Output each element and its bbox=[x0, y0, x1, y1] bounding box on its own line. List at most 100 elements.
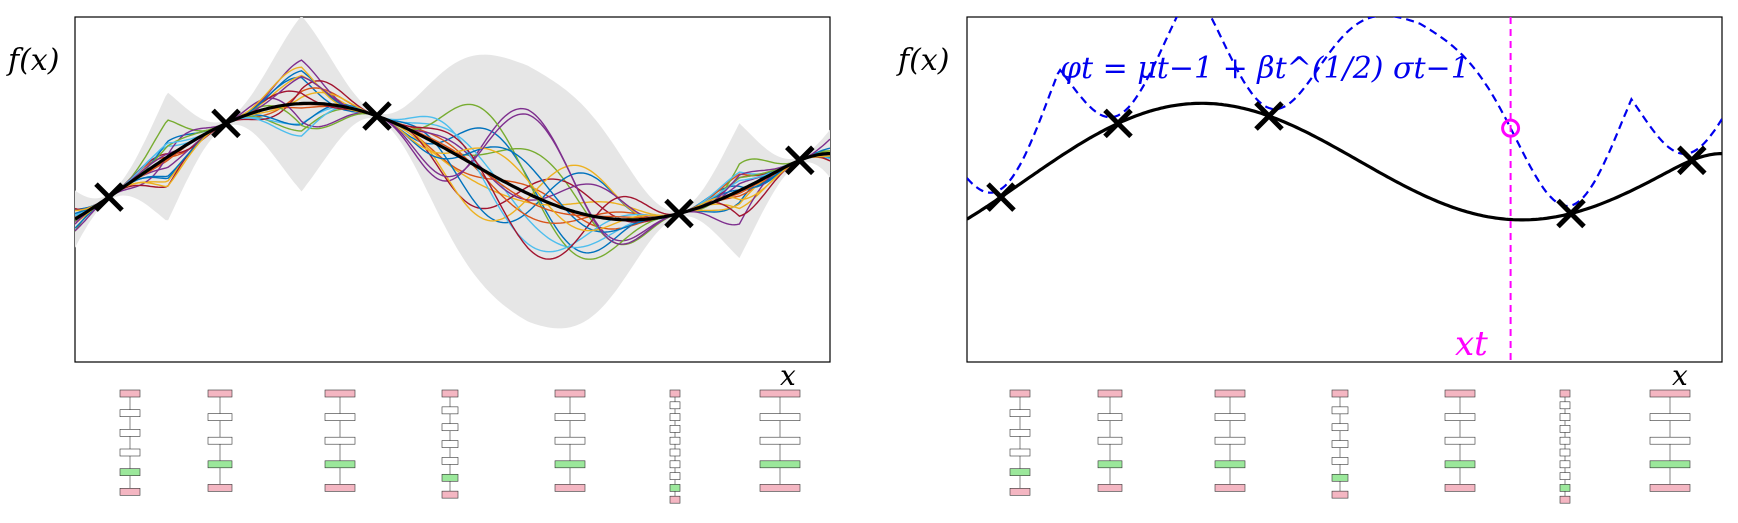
network-node bbox=[1214, 484, 1246, 492]
network-node bbox=[669, 448, 681, 457]
network-node bbox=[324, 460, 356, 469]
right-plot-frame bbox=[966, 16, 1723, 363]
network-node bbox=[441, 457, 459, 465]
network-node bbox=[1214, 389, 1246, 398]
left-true-function-line bbox=[75, 101, 830, 222]
observation-marker bbox=[1556, 198, 1586, 229]
observation-marker bbox=[211, 108, 241, 139]
network-node bbox=[1649, 413, 1691, 421]
network-node bbox=[1649, 460, 1691, 469]
right-acquisition-curve bbox=[967, 17, 1722, 208]
observation-marker bbox=[986, 182, 1016, 212]
network-node bbox=[324, 484, 356, 492]
network-node bbox=[207, 436, 233, 445]
network-node bbox=[1009, 409, 1031, 417]
network-node bbox=[119, 448, 141, 457]
network-node bbox=[669, 495, 681, 504]
network-node bbox=[441, 423, 459, 432]
network-node bbox=[759, 460, 801, 469]
network-node bbox=[554, 436, 586, 445]
left-y-axis-label: f(x) bbox=[6, 43, 59, 78]
network-node bbox=[441, 389, 459, 398]
network-node bbox=[1331, 490, 1349, 499]
right-x-axis-label: x bbox=[1672, 359, 1688, 392]
network-node bbox=[1331, 423, 1349, 432]
network-node bbox=[1331, 389, 1349, 398]
network-node bbox=[554, 413, 586, 421]
right-y-axis-label: f(x) bbox=[896, 43, 949, 78]
network-node bbox=[1097, 436, 1123, 445]
network-node bbox=[324, 389, 356, 398]
network-node bbox=[1097, 484, 1123, 492]
network-node bbox=[759, 484, 801, 492]
argmax-marker bbox=[1501, 118, 1521, 138]
left-observations bbox=[94, 101, 815, 229]
network-node bbox=[1559, 448, 1571, 457]
network-node bbox=[1559, 389, 1571, 398]
left-confidence-band bbox=[75, 17, 830, 329]
network-diagrams-left bbox=[119, 389, 801, 504]
network-node bbox=[1331, 440, 1349, 448]
network-node bbox=[669, 472, 681, 480]
observation-marker bbox=[1103, 108, 1133, 139]
network-node bbox=[1009, 429, 1031, 437]
network-node bbox=[1444, 460, 1476, 469]
network-node bbox=[1649, 484, 1691, 492]
network-node bbox=[1009, 468, 1031, 476]
observation-marker bbox=[664, 198, 694, 229]
network-node bbox=[759, 436, 801, 445]
network-node bbox=[441, 406, 459, 415]
observation-marker bbox=[94, 182, 124, 212]
network-node bbox=[669, 413, 681, 421]
observation-marker bbox=[1677, 145, 1707, 176]
network-node bbox=[1009, 389, 1031, 398]
network-node bbox=[119, 429, 141, 437]
network-node bbox=[324, 413, 356, 421]
network-node bbox=[119, 468, 141, 476]
network-node bbox=[669, 401, 681, 410]
network-node bbox=[1559, 460, 1571, 469]
network-node bbox=[1097, 460, 1123, 469]
network-node bbox=[1559, 425, 1571, 433]
gp-sample-line bbox=[75, 97, 830, 232]
right-true-function-line bbox=[967, 101, 1722, 222]
network-diagrams-right bbox=[1009, 389, 1691, 504]
network-node bbox=[119, 409, 141, 417]
network-node bbox=[1559, 484, 1571, 492]
network-node bbox=[669, 389, 681, 398]
right-observations bbox=[986, 101, 1707, 229]
network-node bbox=[1444, 484, 1476, 492]
network-node bbox=[1649, 436, 1691, 445]
network-node bbox=[1559, 472, 1571, 480]
network-node bbox=[207, 413, 233, 421]
network-node bbox=[554, 484, 586, 492]
network-node bbox=[554, 389, 586, 398]
network-node bbox=[1331, 473, 1349, 482]
network-node bbox=[119, 389, 141, 398]
left-x-axis-label: x bbox=[780, 359, 796, 392]
network-node bbox=[1009, 448, 1031, 457]
network-node bbox=[1214, 460, 1246, 469]
network-node bbox=[1559, 413, 1571, 421]
network-node bbox=[441, 490, 459, 499]
network-node bbox=[1444, 389, 1476, 398]
network-node bbox=[1214, 413, 1246, 421]
observation-marker bbox=[1254, 101, 1284, 131]
network-node bbox=[1331, 406, 1349, 415]
network-node bbox=[1331, 457, 1349, 465]
network-node bbox=[441, 440, 459, 448]
observation-marker bbox=[362, 101, 392, 131]
network-node bbox=[669, 484, 681, 492]
acquisition-label: φt = μt−1 + βt^(1/2) σt−1 bbox=[1060, 51, 1470, 86]
network-node bbox=[1009, 488, 1031, 496]
network-node bbox=[759, 389, 801, 398]
observation-marker bbox=[785, 145, 815, 176]
network-node bbox=[207, 389, 233, 398]
network-node bbox=[1214, 436, 1246, 445]
network-node bbox=[1444, 436, 1476, 445]
network-node bbox=[441, 473, 459, 482]
network-node bbox=[1444, 413, 1476, 421]
network-node bbox=[554, 460, 586, 469]
